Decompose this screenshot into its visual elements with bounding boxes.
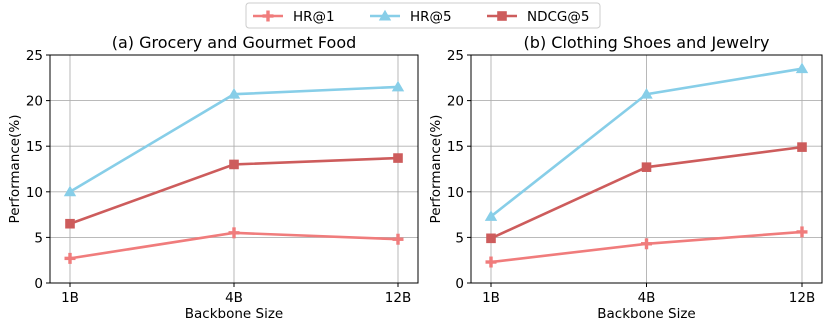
series-hr1 [485, 226, 808, 268]
legend-marker [497, 11, 507, 21]
legend-item-hr5: HR@5 [370, 9, 452, 25]
data-point [484, 210, 498, 221]
legend-marker [262, 10, 274, 22]
panel-b: 0 5 10 15 20 25 1B 4B 12B (b) Clothing Shoes and … [428, 33, 823, 322]
series-hr5 [484, 62, 809, 221]
data-point [393, 153, 403, 163]
x-tick-label: 1B [61, 290, 79, 306]
legend-item-ndcg5: NDCG@5 [487, 9, 589, 25]
data-point [641, 238, 652, 250]
legend: HR@1 HR@5 NDCG@5 [245, 2, 601, 29]
y-tick-label: 15 [447, 139, 464, 155]
data-point [392, 233, 404, 245]
data-point [796, 226, 808, 238]
data-point [227, 88, 241, 99]
y-tick-label: 10 [26, 185, 43, 201]
series-ndcg5 [65, 153, 403, 229]
data-point [485, 256, 497, 268]
panel-title: (a) Grocery and Gourmet Food [112, 33, 357, 52]
x-tick-label: 1B [482, 290, 500, 306]
y-axis-label: Performance(%) [7, 115, 23, 224]
data-point [65, 218, 75, 229]
data-point [486, 233, 496, 244]
x-tick-label: 4B [225, 290, 243, 306]
y-tick-label: 0 [455, 276, 464, 292]
y-tick-label: 20 [447, 94, 464, 110]
x-tick-label: 12B [789, 290, 815, 306]
x-tick-label: 12B [385, 290, 411, 306]
data-point [797, 142, 807, 152]
panel-title: (b) Clothing Shoes and Jewelry [524, 33, 770, 52]
x-tick-label: 4B [638, 290, 656, 306]
series-hr5 [63, 80, 405, 197]
y-tick-label: 10 [447, 185, 464, 201]
data-point [64, 252, 76, 264]
y-tick-label: 5 [455, 230, 464, 246]
y-tick-label: 25 [447, 48, 464, 64]
series-hr1 [64, 227, 404, 264]
y-tick-label: 15 [26, 139, 43, 155]
panel-a: 0 5 10 15 20 25 1B 4B 12B (a) Grocery and Gourmet… [7, 33, 419, 322]
data-point [229, 159, 239, 170]
legend-marker [378, 9, 392, 21]
data-point [795, 62, 809, 74]
y-tick-label: 5 [34, 230, 43, 246]
data-point [63, 185, 77, 197]
data-point [228, 227, 240, 239]
data-point [641, 162, 652, 172]
legend-label: HR@1 [293, 9, 335, 25]
legend-frame [245, 2, 601, 29]
y-axis-label: Performance(%) [428, 115, 444, 224]
y-tick-label: 25 [26, 48, 43, 64]
x-axis-label: Backbone Size [597, 306, 695, 322]
y-tick-label: 0 [34, 276, 43, 292]
data-point [391, 80, 405, 92]
y-tick-label: 20 [26, 94, 43, 110]
series-ndcg5 [486, 142, 807, 244]
legend-item-hr1: HR@1 [253, 9, 335, 25]
x-axis-label: Backbone Size [185, 306, 283, 322]
legend-label: NDCG@5 [527, 9, 589, 25]
legend-label: HR@5 [410, 9, 452, 25]
data-point [640, 88, 653, 99]
